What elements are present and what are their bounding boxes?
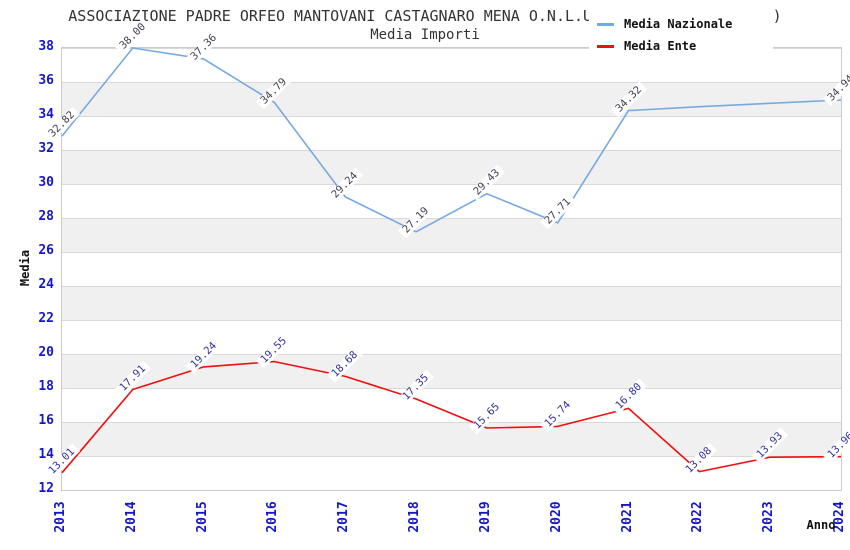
x-tick-label: 2015: [194, 501, 210, 533]
y-tick-label: 22: [38, 311, 54, 326]
x-tick-label: 2020: [548, 501, 564, 533]
legend-label: Media Ente: [624, 39, 697, 53]
y-tick-label: 16: [38, 413, 54, 428]
y-tick-label: 14: [38, 447, 54, 462]
series-lines: [61, 47, 842, 474]
y-tick-label: 28: [38, 209, 54, 224]
y-tick-label: 20: [38, 345, 54, 360]
legend-item-media-nazionale: Media Nazionale: [597, 13, 765, 35]
y-tick-label: 38: [38, 39, 54, 54]
x-tick-label: 2019: [477, 501, 493, 533]
x-tick-label: 2017: [336, 501, 352, 533]
x-tick-label: 2013: [53, 501, 68, 533]
series-line-media-ente: [61, 360, 842, 474]
x-tick-label: 2014: [123, 501, 139, 533]
legend-label: Media Nazionale: [624, 17, 733, 31]
chart-subtitle: Media Importi: [370, 27, 480, 43]
plot-area: 13.96 13.93 13.08 16.80 15.74 15.65 17.35 18.68…: [43, 18, 850, 491]
x-tick-label: 2018: [407, 501, 423, 533]
legend-item-media-ente: Media Ente: [597, 35, 765, 57]
series-line-media-nazionale: [61, 47, 842, 233]
y-tick-label: 36: [38, 73, 54, 88]
y-tick-label: 24: [38, 277, 54, 292]
y-tick-label: 32: [38, 141, 54, 156]
y-axis-title: Media: [18, 249, 32, 287]
x-axis-title: Anno: [806, 518, 836, 532]
legend-marker-nazionale-icon: [597, 22, 614, 26]
legend-marker-ente-icon: [597, 44, 614, 48]
y-tick-label: 26: [38, 243, 54, 258]
legend: Media Nazionale Media Ente: [589, 8, 773, 62]
y-tick-label: 34: [38, 107, 54, 122]
x-tick-label: 2023: [761, 501, 777, 533]
y-tick-label: 12: [38, 481, 54, 496]
x-tick-label: 2016: [265, 501, 281, 533]
y-tick-label: 30: [38, 175, 54, 190]
y-tick-label: 18: [38, 379, 54, 394]
x-tick-label: 2022: [690, 501, 706, 533]
x-tick-label: 2021: [619, 501, 635, 533]
